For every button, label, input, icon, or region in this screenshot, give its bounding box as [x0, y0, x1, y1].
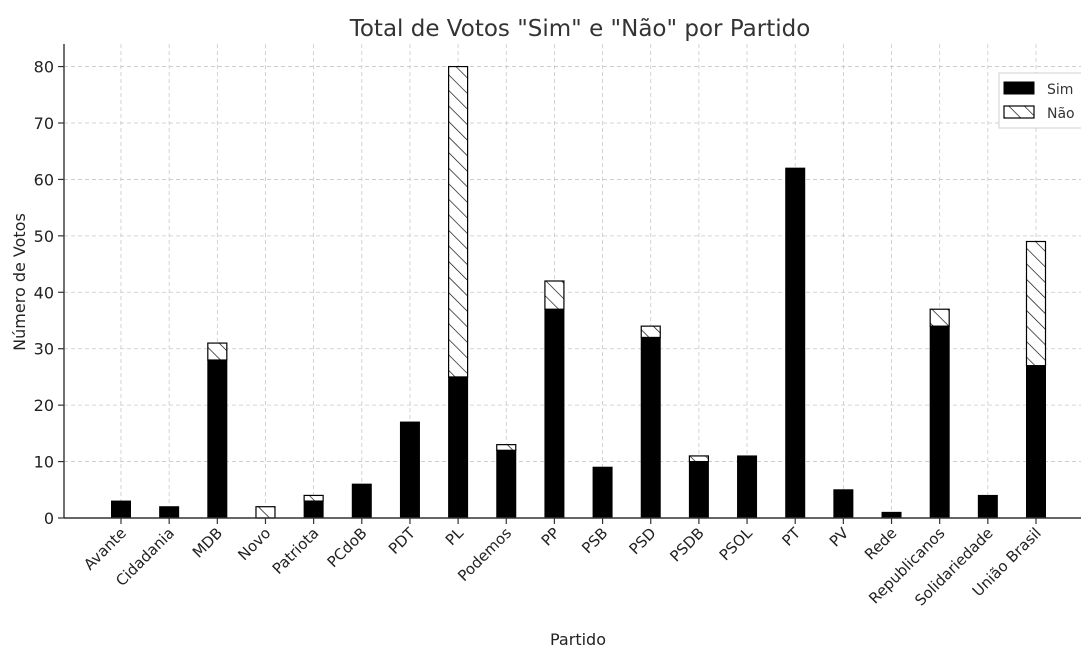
y-tick-label: 70 [34, 114, 54, 133]
bar-nao-pp [544, 280, 565, 310]
y-tick-label: 50 [34, 227, 54, 246]
y-tick-label: 20 [34, 396, 54, 415]
bar-nao-psd [640, 325, 661, 339]
bar-nao-republicanos [929, 308, 950, 327]
x-tick-label-psd: PSD [626, 524, 660, 558]
bar-sim-pp [544, 308, 565, 519]
y-tick-label: 80 [34, 58, 54, 77]
bar-sim-republicanos [929, 325, 950, 519]
bar-sim-pdt [399, 421, 420, 519]
x-tick-label-novo: Novo [234, 524, 274, 564]
bar-sim-pt [785, 167, 806, 519]
legend-swatch-nao [1003, 105, 1035, 119]
bar-sim-podemos [496, 449, 517, 519]
y-axis-ticks: 0 10 20 30 40 50 60 70 80 [34, 58, 64, 528]
x-tick-label-pp: PP [538, 524, 564, 550]
x-tick-label-psol: PSOL [716, 524, 757, 565]
bar-sim-solidariedade [977, 494, 998, 519]
x-tick-label-pdt: PDT [385, 524, 419, 558]
x-tick-label-pcdob: PCdoB [324, 524, 371, 571]
x-tick-label-podemos: Podemos [454, 524, 515, 585]
x-tick-label-psb: PSB [578, 524, 611, 557]
bar-sim-psd [640, 336, 661, 519]
bar-sim-rede [881, 511, 902, 519]
bar-nao-psdb [688, 455, 709, 463]
x-tick-label-pv: PV [826, 524, 853, 551]
bar-sim-uniao-brasil [1026, 365, 1046, 519]
bar-nao-novo [255, 506, 276, 519]
bar-nao-patriota [303, 494, 324, 502]
bar-sim-pl [448, 376, 469, 519]
bar-sim-psdb [688, 461, 709, 519]
bar-sim-mdb [207, 359, 228, 519]
y-tick-label: 30 [34, 340, 54, 359]
x-tick-label-mdb: MDB [189, 524, 226, 561]
bar-nao-podemos [496, 444, 517, 451]
legend-swatch-sim [1003, 81, 1035, 95]
bar-nao-mdb [207, 342, 228, 361]
bar-sim-patriota [303, 500, 324, 519]
legend-label-sim: Sim [1047, 82, 1073, 98]
bar-sim-psb [592, 466, 613, 519]
bar-nao-pl [448, 65, 469, 378]
x-tick-label-pl: PL [442, 524, 467, 549]
legend: Sim Não [998, 72, 1081, 129]
y-tick-label: 0 [44, 509, 54, 528]
chart-title: Total de Votos "Sim" e "Não" por Partido [349, 16, 811, 42]
x-tick-label-pt: PT [778, 524, 804, 550]
y-tick-label: 40 [34, 283, 54, 302]
legend-label-nao: Não [1047, 106, 1075, 122]
bar-sim-avante [111, 500, 131, 519]
x-tick-label-patriota: Patriota [269, 524, 323, 578]
bars-group [111, 65, 1047, 519]
y-axis-title: Número de Votos [10, 213, 29, 351]
bar-nao-uniao-brasil [1025, 240, 1047, 367]
bar-sim-pv [833, 489, 854, 519]
y-tick-label: 10 [34, 453, 54, 472]
x-tick-label-rede: Rede [861, 524, 900, 563]
y-tick-label: 60 [34, 170, 54, 189]
bar-sim-pcdob [351, 483, 372, 519]
bar-sim-cidadania [159, 506, 180, 519]
x-tick-label-psdb: PSDB [666, 524, 707, 565]
x-axis-title: Partido [550, 630, 606, 647]
bar-sim-psol [737, 455, 758, 519]
